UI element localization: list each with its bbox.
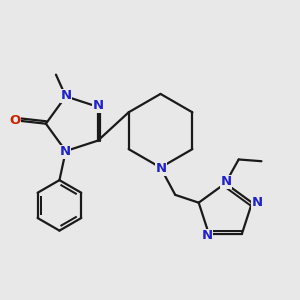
- Text: N: N: [252, 196, 263, 209]
- Text: N: N: [59, 145, 70, 158]
- Text: N: N: [61, 89, 72, 102]
- Text: O: O: [9, 114, 21, 127]
- Text: N: N: [93, 99, 104, 112]
- Text: N: N: [202, 229, 213, 242]
- Text: N: N: [155, 162, 167, 175]
- Text: N: N: [220, 176, 232, 188]
